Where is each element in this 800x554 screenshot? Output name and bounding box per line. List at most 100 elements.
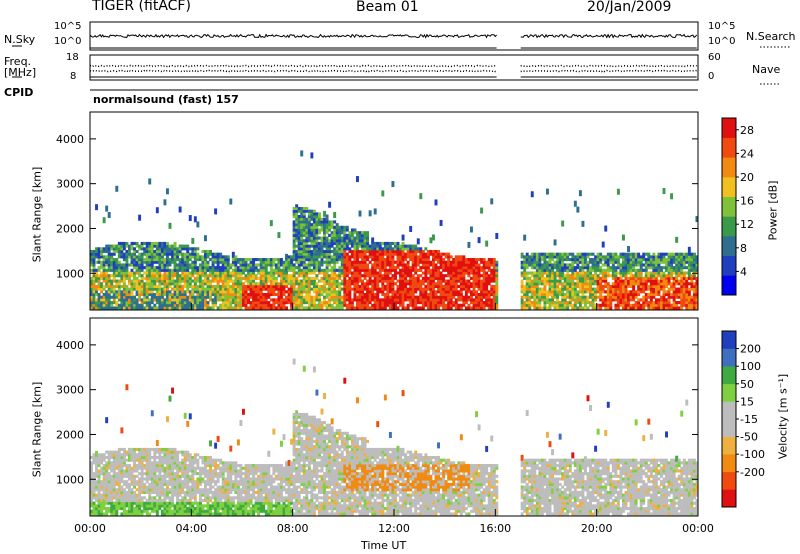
power-cell [376, 258, 380, 262]
power-cell [249, 279, 253, 283]
power-cell [434, 266, 438, 270]
power-cell [434, 292, 438, 297]
power-cell [475, 279, 478, 283]
power-cell [219, 303, 223, 307]
power-cell [130, 252, 134, 256]
power-cell [252, 303, 256, 307]
power-cell [92, 266, 96, 270]
power-cell [561, 268, 565, 272]
power-cell [578, 298, 582, 302]
velocity-cell [90, 469, 93, 473]
power-cell [181, 284, 185, 289]
power-cell [353, 263, 357, 267]
power-cell [297, 266, 301, 270]
power-cell [95, 287, 98, 291]
power-cell [297, 247, 301, 251]
power-cell [657, 282, 661, 286]
power-cell [576, 295, 580, 299]
power-cell [320, 223, 324, 227]
power-cell [259, 263, 263, 267]
power-cell [252, 258, 256, 262]
power-cell [421, 252, 425, 256]
power-cell [166, 188, 169, 195]
power-cell [214, 268, 218, 272]
power-cell [652, 276, 656, 280]
velocity-cell [90, 455, 93, 460]
power-cell [606, 295, 610, 299]
power-cell [662, 276, 666, 280]
power-cell [449, 255, 453, 259]
power-cell [350, 263, 354, 267]
power-cell [581, 274, 585, 278]
power-cell [573, 292, 577, 297]
power-cell [95, 279, 98, 283]
power-cell [353, 239, 357, 243]
power-cell [475, 266, 478, 270]
power-cell [687, 260, 691, 264]
power-cell [571, 260, 575, 264]
power-cell [280, 260, 283, 264]
power-cell [662, 303, 666, 307]
power-cell [383, 247, 387, 251]
power-cell [485, 266, 489, 270]
power-cell [350, 303, 354, 307]
power-cell [234, 298, 238, 302]
power-cell [297, 268, 301, 272]
power-cell [242, 292, 245, 297]
power-cell [160, 249, 164, 254]
power-cell [586, 263, 590, 267]
power-cell [540, 274, 544, 278]
power-cell [386, 303, 390, 307]
power-cell [464, 266, 468, 270]
power-cell [312, 244, 316, 248]
power-cell [92, 276, 96, 280]
power-cell [305, 298, 309, 302]
power-cell [307, 228, 311, 232]
power-cell [480, 279, 484, 283]
power-cell [376, 274, 380, 278]
power-cell [611, 260, 615, 264]
power-cell [282, 282, 286, 286]
power-cell [373, 276, 377, 280]
power-cell [528, 298, 532, 302]
power-cell [596, 282, 600, 286]
power-cell [411, 263, 415, 267]
power-cell [117, 284, 121, 289]
power-cell [234, 292, 238, 297]
power-cell [472, 279, 476, 283]
power-cell [153, 298, 157, 302]
power-cell [561, 306, 565, 310]
power-cell [269, 220, 273, 227]
power-cell [680, 295, 684, 299]
power-cell [133, 258, 136, 262]
power-cell [634, 282, 638, 286]
power-cell [584, 298, 587, 302]
power-cell [644, 301, 648, 305]
power-cell [662, 274, 666, 278]
velocity-cell [100, 458, 104, 462]
power-cell [624, 282, 628, 286]
power-cell [667, 252, 671, 256]
power-cell [533, 252, 537, 256]
power-cell [191, 247, 195, 251]
power-cell [399, 268, 402, 272]
power-cell [214, 287, 218, 291]
power-cell [320, 228, 324, 232]
power-cell [404, 276, 408, 280]
velocity-cell [92, 509, 96, 513]
power-cell [320, 271, 324, 275]
power-cell [639, 255, 643, 259]
power-cell [102, 249, 106, 254]
velocity-cell [97, 509, 101, 513]
power-cell [528, 260, 532, 264]
power-cell [343, 244, 347, 248]
power-cell [652, 306, 656, 310]
power-cell [345, 284, 349, 289]
power-cell [401, 301, 405, 305]
power-cell [338, 239, 342, 243]
power-cell [186, 252, 190, 256]
power-cell [419, 295, 423, 299]
power-cell [685, 266, 689, 270]
power-cell [158, 244, 162, 248]
power-cell [257, 282, 261, 286]
